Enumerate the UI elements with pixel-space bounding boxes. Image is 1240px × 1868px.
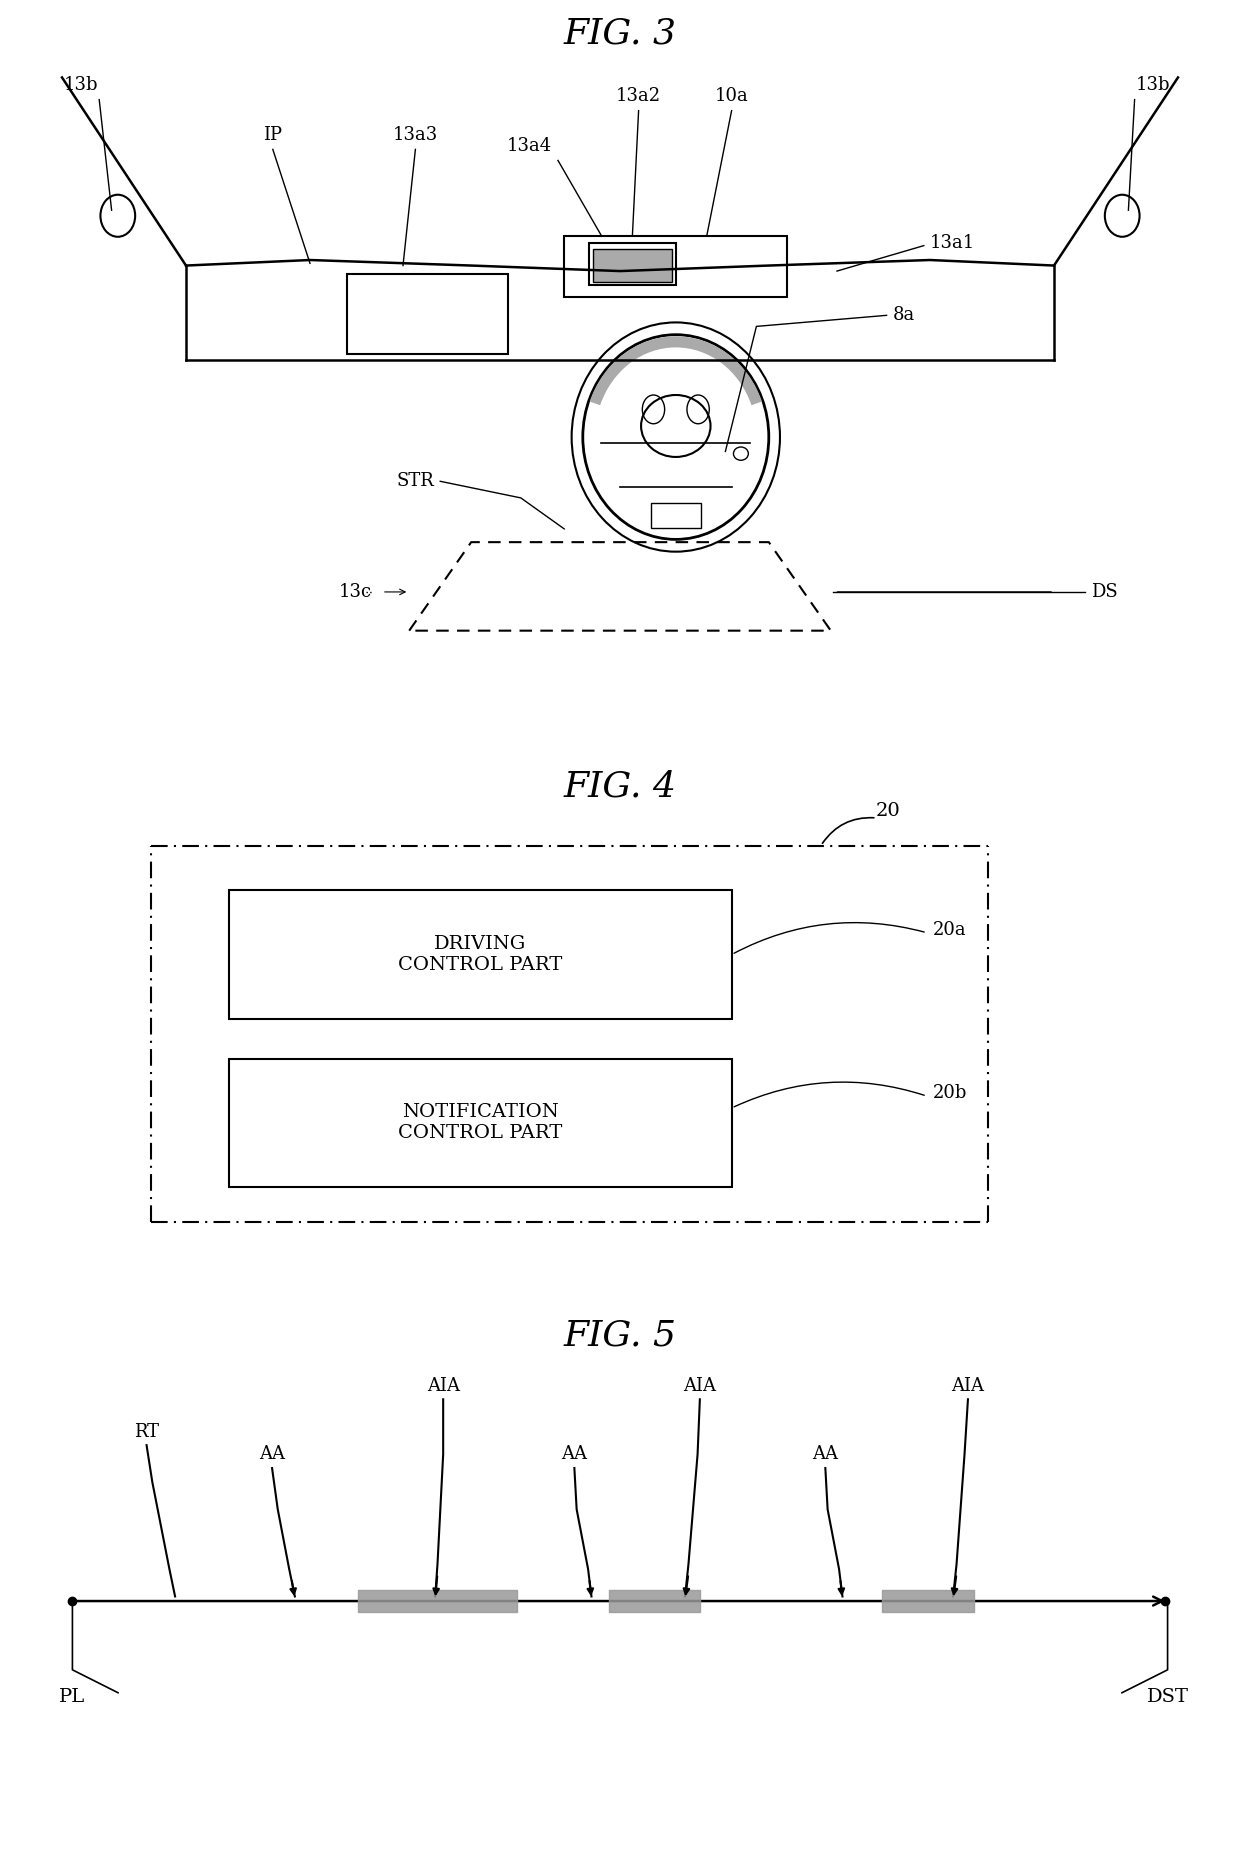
Text: FIG. 3: FIG. 3 (563, 17, 677, 50)
Text: 8a: 8a (893, 306, 915, 325)
Text: 10a: 10a (714, 88, 749, 105)
Bar (229, 891, 732, 1018)
Text: STR: STR (397, 473, 434, 489)
Bar (589, 243, 676, 286)
Text: FIG. 5: FIG. 5 (563, 1319, 677, 1352)
Bar (229, 1059, 732, 1188)
Text: AIA: AIA (427, 1377, 460, 1395)
Text: 20b: 20b (932, 1083, 967, 1102)
Text: NOTIFICATION
CONTROL PART: NOTIFICATION CONTROL PART (398, 1104, 563, 1141)
Text: AIA: AIA (951, 1377, 985, 1395)
Text: DST: DST (1147, 1689, 1189, 1705)
Text: 13a1: 13a1 (930, 234, 975, 252)
Bar (564, 235, 787, 297)
Text: FIG. 4: FIG. 4 (563, 770, 677, 803)
Text: 20: 20 (875, 801, 900, 820)
Text: AA: AA (562, 1446, 588, 1463)
FancyBboxPatch shape (593, 248, 672, 282)
Text: IP: IP (263, 125, 283, 144)
Text: 13a3: 13a3 (393, 125, 438, 144)
Text: 13a2: 13a2 (616, 88, 661, 105)
Text: DS: DS (1091, 583, 1118, 601)
Text: 13c: 13c (339, 583, 372, 601)
Text: 20a: 20a (932, 921, 966, 940)
Text: 13b: 13b (63, 77, 98, 93)
Text: DRIVING
CONTROL PART: DRIVING CONTROL PART (398, 936, 563, 973)
Text: PL: PL (60, 1689, 86, 1705)
Text: RT: RT (134, 1423, 159, 1440)
Bar (651, 504, 701, 529)
Bar (347, 275, 508, 355)
Text: AA: AA (259, 1446, 285, 1463)
Text: 13a4: 13a4 (507, 136, 552, 155)
Text: AIA: AIA (683, 1377, 717, 1395)
Text: 13b: 13b (1136, 77, 1171, 93)
Text: AA: AA (812, 1446, 838, 1463)
